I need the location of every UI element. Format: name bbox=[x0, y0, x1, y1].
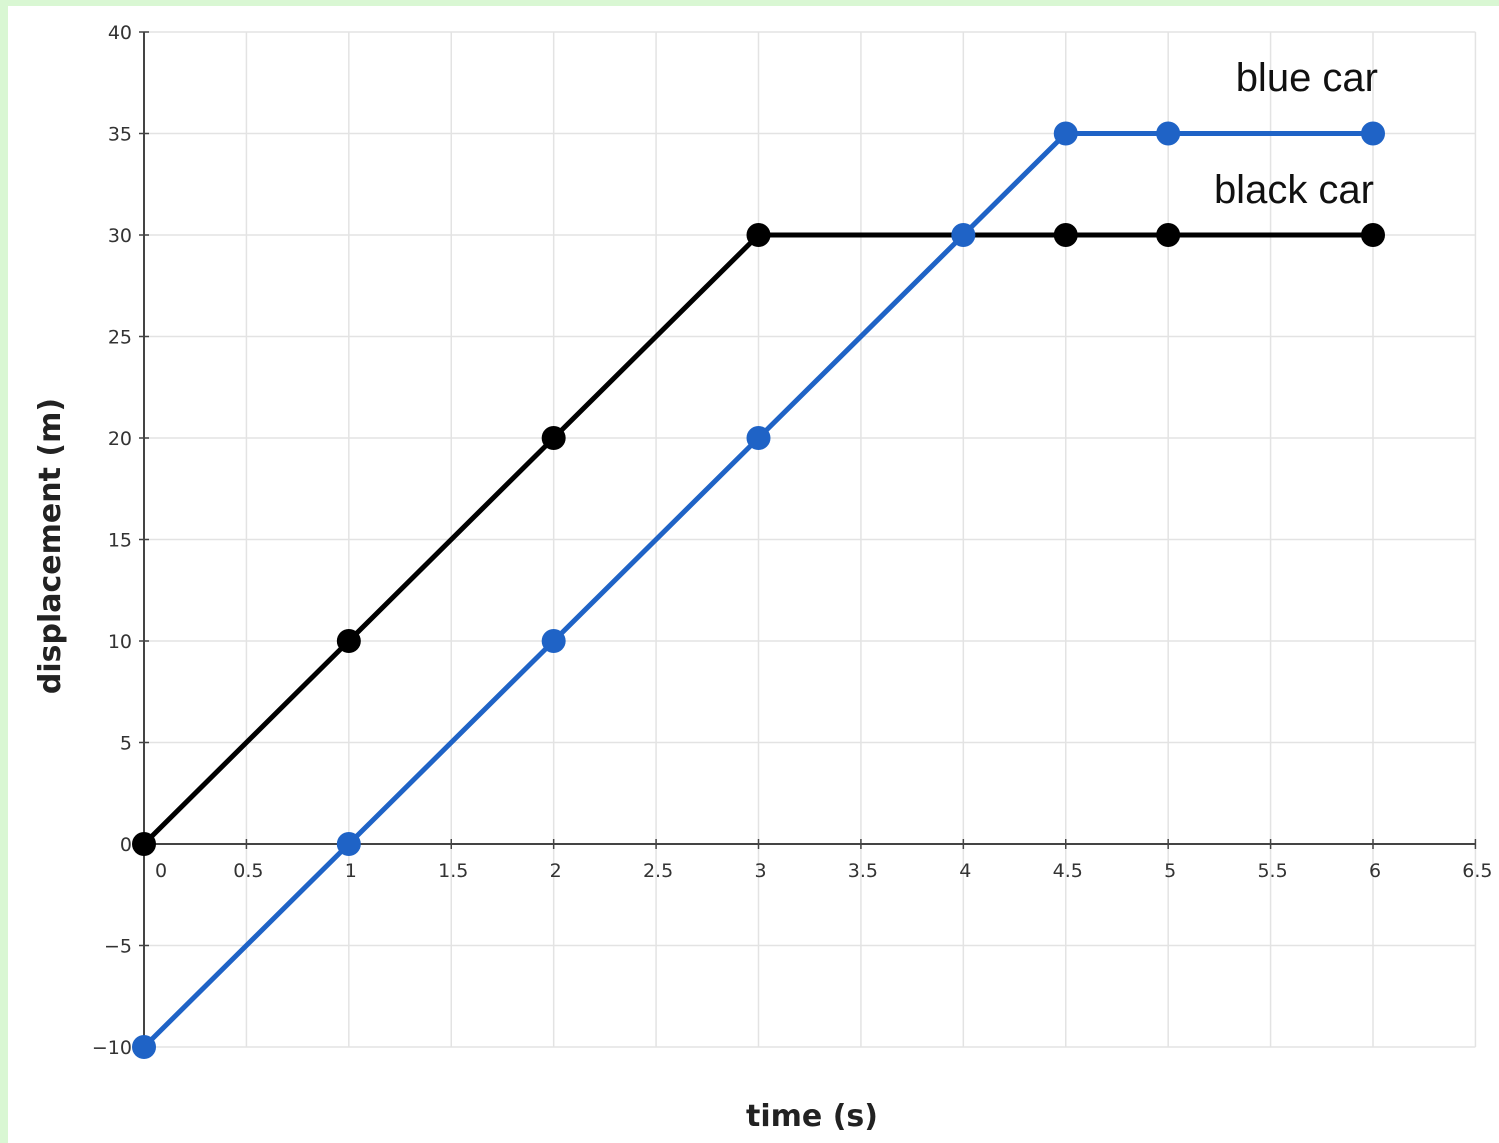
x-tick-label: 4 bbox=[959, 860, 971, 882]
chart-panel: 0 0.5 1 1.5 2 2.5 3 3.5 4 4.5 5 5.5 6 6.5 40 35 30 25 20 1… bbox=[8, 6, 1499, 1143]
y-tick-label: −10 bbox=[92, 1037, 132, 1059]
y-tick-label: 20 bbox=[108, 428, 132, 450]
data-point-blue-car bbox=[1156, 121, 1181, 146]
data-point-black-car bbox=[541, 426, 566, 450]
series-line-blue-car bbox=[142, 131, 1373, 1049]
x-tick-label: 2.5 bbox=[643, 860, 673, 882]
series-labels: blue car black car bbox=[1214, 56, 1378, 212]
data-point-blue-car bbox=[541, 629, 566, 653]
x-tick-label: 0.5 bbox=[233, 860, 263, 882]
x-tick-label: 5.5 bbox=[1257, 860, 1287, 882]
series-points bbox=[132, 121, 1385, 1059]
x-tick-label: 0 bbox=[155, 860, 167, 882]
y-tick-labels: 40 35 30 25 20 15 10 5 0 −5 −10 bbox=[92, 22, 132, 1059]
y-tick-label: 15 bbox=[108, 530, 132, 552]
y-tick-label: 5 bbox=[120, 733, 132, 755]
y-axis-title: displacement (m) bbox=[33, 398, 68, 694]
y-tick-label: 30 bbox=[108, 225, 132, 247]
x-tick-label: 6 bbox=[1369, 860, 1381, 882]
data-point-black-car bbox=[1053, 223, 1078, 247]
data-point-blue-car bbox=[1361, 121, 1385, 146]
y-tick-label: 10 bbox=[108, 631, 132, 653]
data-point-black-car bbox=[132, 832, 156, 856]
data-point-blue-car bbox=[951, 223, 976, 247]
y-tick-label: 25 bbox=[108, 327, 132, 349]
line-chart: 0 0.5 1 1.5 2 2.5 3 3.5 4 4.5 5 5.5 6 6.5 40 35 30 25 20 1… bbox=[33, 22, 1493, 1134]
series-label-blue-car: blue car bbox=[1236, 56, 1378, 100]
x-tick-label: 3 bbox=[754, 860, 766, 882]
y-tick-label: 35 bbox=[108, 124, 132, 146]
y-tick-label: −5 bbox=[104, 936, 132, 958]
data-point-blue-car bbox=[336, 832, 361, 856]
data-point-black-car bbox=[336, 629, 361, 653]
x-tick-labels: 0 0.5 1 1.5 2 2.5 3 3.5 4 4.5 5 5.5 6 6.5 bbox=[155, 860, 1493, 882]
data-point-black-car bbox=[746, 223, 771, 247]
y-tick-label: 0 bbox=[120, 834, 132, 856]
x-tick-label: 4.5 bbox=[1053, 860, 1083, 882]
y-tick-label: 40 bbox=[108, 22, 132, 44]
series-label-black-car: black car bbox=[1214, 168, 1374, 212]
x-tick-label: 5 bbox=[1164, 860, 1176, 882]
axes bbox=[139, 31, 1477, 1048]
data-point-blue-car bbox=[1053, 121, 1078, 146]
data-point-blue-car bbox=[746, 426, 771, 450]
x-tick-label: 2 bbox=[550, 860, 562, 882]
x-tick-label: 3.5 bbox=[848, 860, 878, 882]
x-tick-label: 1 bbox=[345, 860, 357, 882]
data-point-blue-car bbox=[132, 1035, 156, 1059]
x-axis-title: time (s) bbox=[746, 1099, 878, 1134]
data-point-black-car bbox=[1361, 223, 1385, 247]
x-tick-label: 1.5 bbox=[438, 860, 468, 882]
data-point-black-car bbox=[1156, 223, 1181, 247]
x-tick-label: 6.5 bbox=[1462, 860, 1492, 882]
